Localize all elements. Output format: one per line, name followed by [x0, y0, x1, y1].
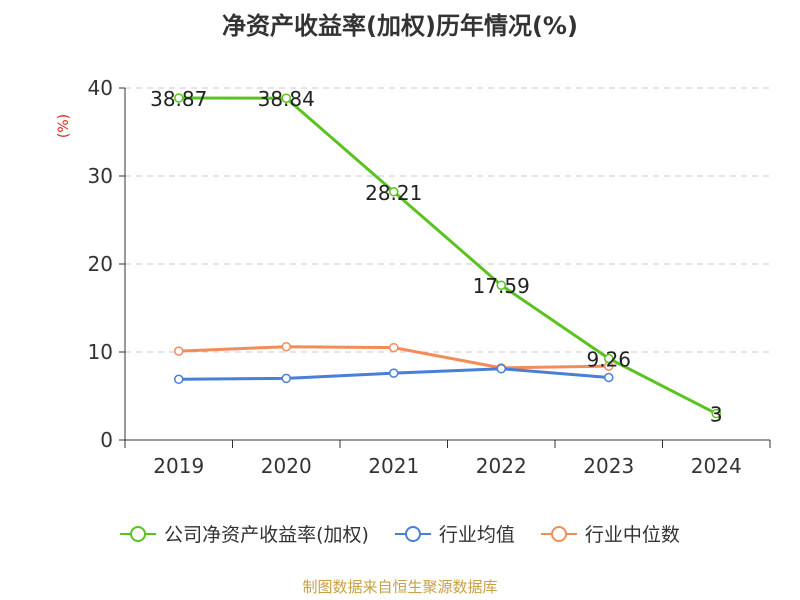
source-note: 制图数据来自恒生聚源数据库	[302, 578, 498, 596]
chart-title: 净资产收益率(加权)历年情况(%)	[222, 12, 578, 40]
legend-label-industry-average: 行业均值	[438, 524, 515, 546]
x-tick-label-2024: 2024	[691, 454, 742, 478]
legend-item-industry-average[interactable]: 行业均值	[394, 520, 515, 547]
series-2-point-2020	[281, 341, 291, 352]
y-tick-label-40: 40	[88, 76, 113, 100]
series-1-point-2023	[604, 372, 614, 383]
legend-label-industry-median: 行业中位数	[584, 524, 680, 546]
legend-marker-industry-average	[394, 525, 431, 542]
data-label-2023: 9.26	[586, 348, 631, 372]
legend: 公司净资产收益率(加权) 行业均值 行业中位数	[0, 520, 800, 547]
data-label-2024: 3	[710, 403, 723, 427]
y-axis-label: (%)	[56, 114, 72, 138]
series-0-point-2021	[389, 187, 399, 197]
series-0-point-2024	[711, 408, 721, 419]
x-tick-label-2020: 2020	[261, 454, 312, 478]
x-tick-label-2021: 2021	[368, 454, 419, 478]
series-0-point-2019	[174, 93, 184, 103]
x-tick-label-2019: 2019	[153, 454, 204, 478]
series-1-point-2022	[496, 363, 506, 374]
y-tick-label-30: 30	[88, 164, 113, 188]
x-tick-label-2022: 2022	[476, 454, 527, 478]
legend-item-industry-median[interactable]: 行业中位数	[540, 520, 680, 547]
x-tick-label-2023: 2023	[583, 454, 634, 478]
legend-marker-industry-median	[540, 525, 577, 542]
series-0-point-2022	[496, 280, 506, 290]
legend-marker-company	[120, 525, 157, 542]
data-label-2020: 38.84	[258, 87, 315, 111]
legend-label-company: 公司净资产收益率(加权)	[164, 524, 369, 546]
data-label-2021: 28.21	[365, 181, 422, 205]
data-label-2019: 38.87	[150, 87, 207, 111]
series-line-0	[178, 96, 717, 415]
series-0-point-2023	[604, 353, 614, 364]
series-2-point-2021	[389, 342, 399, 353]
data-label-2022: 17.59	[473, 274, 530, 298]
y-tick-label-0: 0	[100, 428, 113, 452]
series-1-point-2021	[389, 368, 399, 378]
series-2-point-2019	[174, 346, 184, 356]
y-tick-label-20: 20	[88, 252, 113, 276]
legend-item-company[interactable]: 公司净资产收益率(加权)	[120, 520, 369, 547]
series-0-point-2020	[281, 93, 291, 103]
series-1-point-2019	[174, 374, 184, 385]
series-1-point-2020	[281, 373, 291, 384]
y-tick-label-10: 10	[88, 340, 113, 364]
